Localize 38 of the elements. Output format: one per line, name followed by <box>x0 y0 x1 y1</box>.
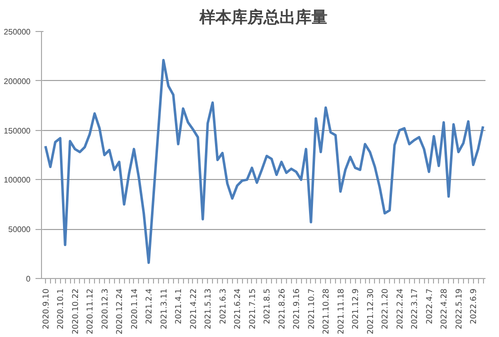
x-tick-label: 2022.4.28 <box>440 288 449 330</box>
chart-title: 样本库房总出库量 <box>198 8 328 26</box>
x-tick-label: 2022.1.20 <box>380 288 390 330</box>
x-tick-label: 2021.10.28 <box>322 288 331 334</box>
x-tick-label: 2021.4.22 <box>188 288 198 330</box>
x-tick-label: 2021.3.11 <box>159 288 168 330</box>
x-tick-label: 2022.2.24 <box>395 288 404 330</box>
x-tick-label: 2021.6.3 <box>218 288 228 324</box>
y-tick-label: 200000 <box>4 76 32 86</box>
x-tick-label: 2022.4.7 <box>424 288 434 324</box>
x-tick-label: 2021.4.1 <box>174 288 184 324</box>
y-tick-label: 50000 <box>8 225 32 234</box>
x-tick-label: 2020.12.3 <box>100 288 110 330</box>
x-tick-label: 2022.5.19 <box>454 288 464 330</box>
x-tick-label: 2020.11.12 <box>86 288 95 334</box>
x-tick-label: 2021.10.7 <box>306 288 316 330</box>
y-tick-label: 0 <box>26 274 32 284</box>
x-tick-label: 2020.10.22 <box>70 288 80 334</box>
x-tick-label: 2022.3.17 <box>410 288 420 330</box>
x-tick-label: 2021.6.24 <box>233 288 242 330</box>
y-tick-label: 250000 <box>4 28 32 36</box>
x-tick-label: 2021.12.9 <box>351 288 360 330</box>
x-tick-label: 2021.5.13 <box>204 288 213 330</box>
x-tick-label: 2020.12.24 <box>115 288 124 334</box>
x-tick-label: 2021.9.16 <box>292 288 302 330</box>
x-tick-label: 2021.8.5 <box>262 288 272 324</box>
x-tick-label: 2022.6.9 <box>469 288 478 324</box>
y-tick-label: 150000 <box>4 126 32 136</box>
x-tick-label: 2020.1.14 <box>130 288 139 330</box>
x-tick-label: 2020.10.1 <box>56 288 66 330</box>
x-tick-label: 2021.12.30 <box>366 288 375 334</box>
x-tick-label: 2021.11.18 <box>336 288 346 334</box>
x-tick-label: 2021.7.15 <box>248 288 257 330</box>
line-series <box>44 58 484 264</box>
y-tick-label: 100000 <box>4 176 32 185</box>
x-tick-label: 2020.9.10 <box>41 288 50 330</box>
x-tick-label: 2021.8.26 <box>277 288 286 330</box>
x-tick-label: 2021.2.4 <box>144 288 154 324</box>
